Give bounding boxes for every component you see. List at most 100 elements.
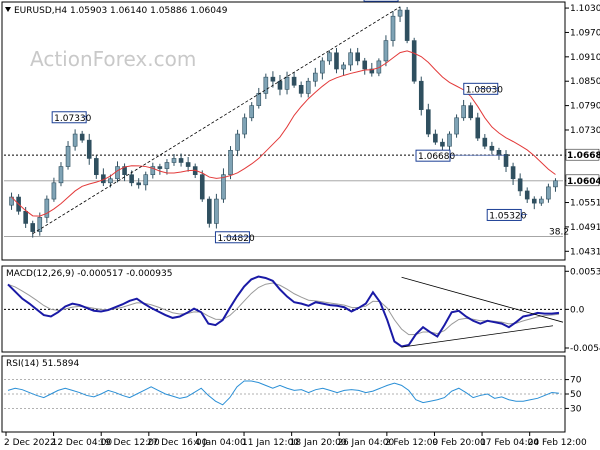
current-price-axis-label-box [565, 174, 600, 187]
candle-body [418, 80, 424, 110]
candle-body [207, 198, 212, 224]
price-annotation-box [214, 231, 250, 244]
candle-body [348, 52, 353, 66]
level-axis-label: 1.06680 [567, 151, 600, 161]
candle-body [44, 198, 50, 218]
price-ytick-label: 1.04915 [570, 223, 600, 233]
price-annotation: 1.07330 [54, 114, 91, 124]
candle-body [185, 162, 191, 167]
price-annotation-box [415, 149, 451, 162]
rsi-series [4, 379, 563, 409]
rsi-title: RSI(14) 51.5894 [6, 359, 79, 369]
price-annotation-box [363, 0, 399, 2]
candle-body [291, 76, 297, 86]
macd-line [7, 275, 560, 348]
price-annotation: 1.10320 [366, 0, 403, 2]
candle-body [397, 9, 403, 17]
candle-body [249, 105, 255, 119]
candle-body [510, 166, 516, 180]
macd-series [4, 275, 564, 348]
xtick-label: 12 Dec 04:00 [52, 438, 113, 448]
candle-body [270, 76, 276, 82]
candle-body [390, 15, 396, 41]
candle-body [440, 141, 445, 147]
price-annotation: 1.05320 [489, 211, 526, 221]
xtick-label: 17 Feb 04:00 [480, 438, 539, 448]
candle-body [447, 133, 452, 147]
price-annotation: 1.08030 [466, 85, 503, 95]
candle-body [157, 166, 163, 169]
fib-label: 38.2 [549, 227, 569, 237]
candle-body [383, 40, 389, 62]
candle-body [362, 60, 368, 70]
candle-body [30, 223, 36, 232]
candle-body [143, 174, 149, 186]
price-ytick-label: 1.09700 [570, 28, 600, 38]
candle-body [475, 117, 481, 139]
candle-body [37, 217, 43, 232]
candle-body [524, 190, 530, 200]
xtick-label: 11 Jan 12:00 [242, 438, 299, 448]
candle-body [404, 9, 410, 41]
price-annotation-box [463, 82, 499, 95]
collapse-arrow-icon[interactable] [5, 7, 11, 12]
candle-body [517, 178, 523, 192]
candle-body [320, 60, 325, 74]
candle-body [164, 162, 170, 169]
candle-body [235, 133, 240, 151]
price-ytick-label: 1.07300 [570, 126, 600, 136]
xtick-label: 4 Jan 04:00 [194, 438, 246, 448]
xtick-label: 26 Jan 04:00 [337, 438, 394, 448]
candle-body [284, 76, 290, 90]
macd-trendline-lower [401, 325, 554, 348]
candle-body [178, 158, 184, 163]
price-annotation-box [51, 111, 87, 124]
price-panel [1, 1, 566, 261]
candle-body [539, 198, 544, 204]
macd-ytick-label: 0.00534 [570, 267, 600, 277]
candle-body [496, 150, 502, 155]
candle-body [214, 198, 219, 224]
price-annotation: 1.06680 [418, 152, 455, 162]
candle-body [58, 166, 64, 184]
rsi-line [7, 380, 560, 406]
candle-body [411, 40, 417, 82]
rsi-ytick-label: 70 [570, 376, 582, 386]
candle-body [546, 186, 551, 200]
candle-body [242, 117, 247, 135]
candle-body [171, 158, 177, 163]
candle-body [461, 105, 466, 119]
candle-body [489, 145, 495, 151]
candle-body [503, 154, 509, 167]
xtick-label: 19 Dec 12:00 [99, 438, 160, 448]
xtick-label: 9 Feb 20:00 [432, 438, 486, 448]
price-annotation: 1.04820 [217, 234, 254, 244]
candle-body [553, 180, 558, 188]
candle-body [129, 174, 134, 184]
price-annotation-box [486, 208, 522, 221]
xtick-label: 24 Feb 12:00 [528, 438, 587, 448]
rsi-ytick-label: 30 [570, 404, 582, 414]
candle-body [327, 52, 332, 62]
macd-trendline-upper [401, 276, 564, 323]
candle-body [277, 80, 283, 90]
candle-body [298, 84, 304, 94]
candle-body [23, 210, 28, 224]
candle-body [263, 76, 269, 94]
watermark: ActionForex.com [30, 47, 196, 71]
candle-body [86, 139, 92, 159]
candle-body [334, 52, 339, 70]
candle-body [426, 109, 431, 135]
candle-body [228, 150, 233, 175]
price-ytick-label: 1.09100 [570, 53, 600, 63]
candle-body [115, 166, 120, 180]
candle-body [199, 174, 205, 200]
candle-body [65, 145, 71, 167]
candle-body [72, 133, 78, 147]
price-series: 38.2 1.07330 1.04820 1.10320 1.06680 1.08030 1… [4, 0, 569, 244]
current-price-axis-label: 1.06049 [567, 177, 600, 187]
candle-body [79, 133, 85, 141]
candle-body [468, 105, 473, 119]
candle-body [433, 133, 438, 143]
